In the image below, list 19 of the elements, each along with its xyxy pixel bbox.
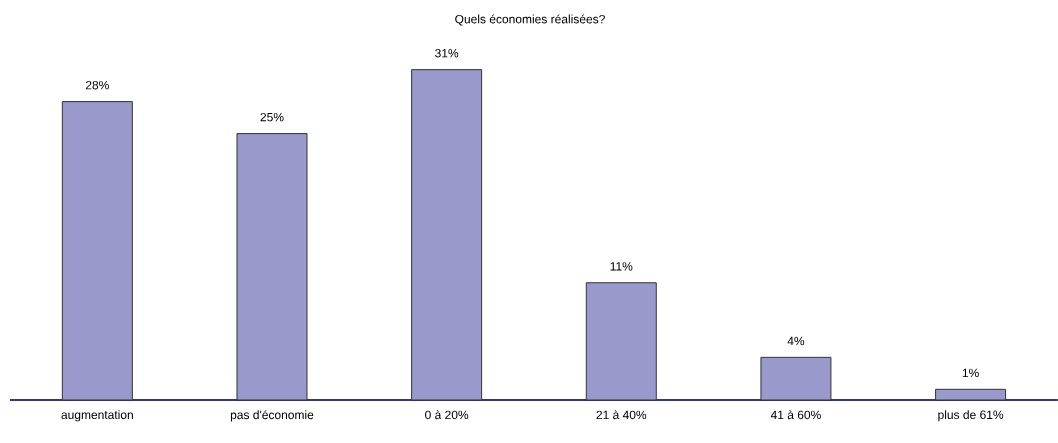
- data-label: 1%: [962, 368, 979, 378]
- data-label: 4%: [787, 336, 805, 346]
- x-tick-label: plus de 61%: [938, 410, 1004, 422]
- data-label: 25%: [260, 112, 284, 122]
- bar: [585, 282, 657, 401]
- bar: [236, 133, 308, 401]
- data-label: 31%: [435, 48, 459, 58]
- x-tick-label: 21 à 40%: [596, 410, 647, 420]
- x-tick-label: augmentation: [61, 410, 133, 422]
- bar: [935, 388, 1007, 401]
- x-tick-label: 0 à 20%: [425, 410, 469, 420]
- data-label: 28%: [85, 80, 109, 90]
- bar: [61, 101, 133, 401]
- chart-title: Quels économies réalisées?: [455, 14, 605, 26]
- x-tick-label: 41 à 60%: [770, 410, 821, 420]
- x-tick-label: pas d'économie: [230, 410, 314, 422]
- bar: [760, 356, 832, 401]
- bar: [411, 69, 483, 401]
- data-label: 11%: [610, 262, 633, 271]
